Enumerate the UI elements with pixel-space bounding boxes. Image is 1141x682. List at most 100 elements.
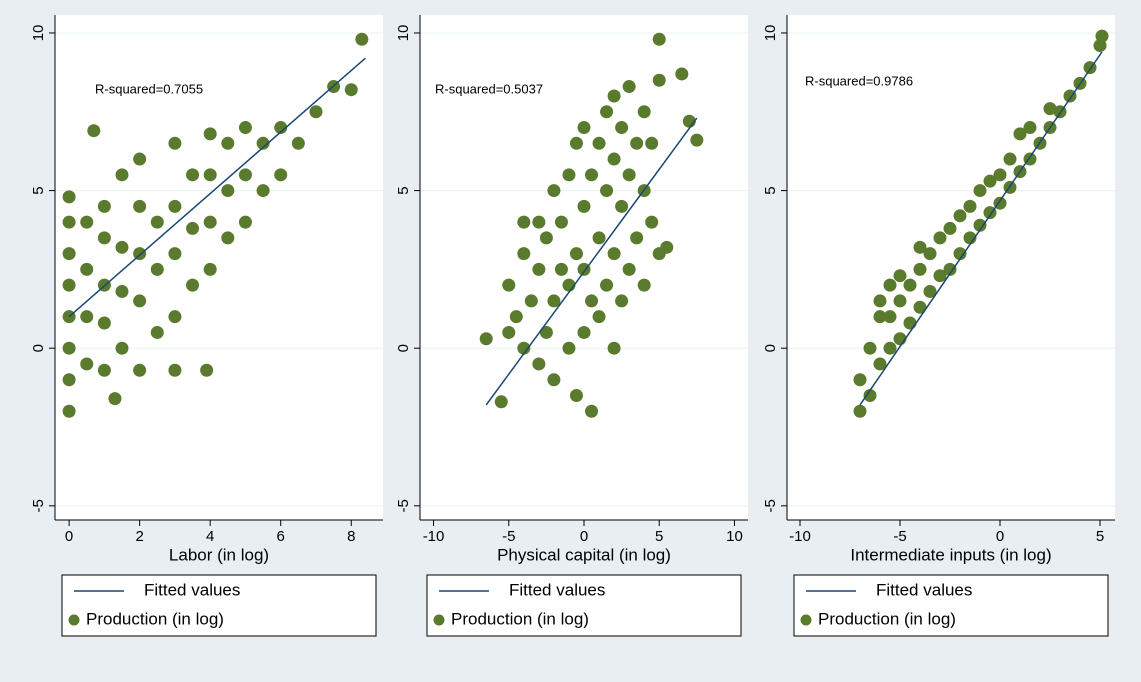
point bbox=[630, 136, 644, 150]
point bbox=[274, 121, 288, 135]
y-tick-label: -5 bbox=[395, 499, 412, 512]
point bbox=[913, 240, 927, 254]
point bbox=[274, 168, 288, 182]
x-axis-label: Physical capital (in log) bbox=[497, 545, 671, 564]
point bbox=[80, 215, 94, 229]
point bbox=[62, 215, 76, 229]
point bbox=[1003, 152, 1017, 166]
point bbox=[517, 247, 531, 261]
fitted-line bbox=[68, 57, 366, 318]
point bbox=[652, 73, 666, 87]
point bbox=[539, 325, 553, 339]
x-tick-label: 10 bbox=[726, 528, 743, 545]
point bbox=[1095, 29, 1109, 43]
point bbox=[853, 373, 867, 387]
point bbox=[517, 215, 531, 229]
point bbox=[532, 215, 546, 229]
point bbox=[1043, 102, 1057, 116]
point bbox=[645, 136, 659, 150]
point bbox=[923, 284, 937, 298]
point bbox=[115, 168, 129, 182]
legend-swatch bbox=[433, 614, 445, 626]
point bbox=[150, 215, 164, 229]
point bbox=[133, 363, 147, 377]
x-axis-label: Intermediate inputs (in log) bbox=[850, 545, 1051, 564]
x-tick-label: 6 bbox=[277, 528, 285, 545]
point bbox=[933, 231, 947, 245]
point bbox=[133, 294, 147, 308]
point bbox=[494, 395, 508, 409]
point bbox=[97, 316, 111, 330]
x-tick-label: -10 bbox=[423, 528, 445, 545]
point bbox=[863, 388, 877, 402]
legend-box bbox=[793, 574, 1109, 637]
point bbox=[893, 269, 907, 283]
point bbox=[186, 221, 200, 235]
point bbox=[532, 357, 546, 371]
y-tick-label: -5 bbox=[762, 499, 779, 512]
point bbox=[913, 300, 927, 314]
point bbox=[479, 332, 493, 346]
point bbox=[97, 199, 111, 213]
point bbox=[600, 105, 614, 119]
point bbox=[953, 209, 967, 223]
point bbox=[168, 363, 182, 377]
point bbox=[873, 310, 887, 324]
point bbox=[600, 184, 614, 198]
point bbox=[607, 89, 621, 103]
point bbox=[168, 136, 182, 150]
point bbox=[554, 262, 568, 276]
point bbox=[690, 133, 704, 147]
point bbox=[585, 294, 599, 308]
legend-label: Fitted values bbox=[509, 580, 605, 599]
point bbox=[660, 240, 674, 254]
x-tick-label: 2 bbox=[135, 528, 143, 545]
point bbox=[547, 294, 561, 308]
y-tick-label: 10 bbox=[395, 25, 412, 42]
point bbox=[577, 325, 591, 339]
point bbox=[615, 199, 629, 213]
point bbox=[509, 310, 523, 324]
x-tick-label: -5 bbox=[502, 528, 515, 545]
fitted-line bbox=[859, 51, 1103, 406]
point bbox=[62, 373, 76, 387]
panel: -5 0 5 10 0 2 4 6 8 Labor (in log) R-squared=0.705… bbox=[30, 15, 383, 637]
point bbox=[62, 341, 76, 355]
point bbox=[963, 199, 977, 213]
point bbox=[221, 184, 235, 198]
point bbox=[238, 121, 252, 135]
point bbox=[80, 310, 94, 324]
point bbox=[203, 215, 217, 229]
point bbox=[983, 174, 997, 188]
point bbox=[675, 67, 689, 81]
point bbox=[943, 221, 957, 235]
annotation: R-squared=0.5037 bbox=[435, 81, 543, 96]
x-tick-label: 5 bbox=[655, 528, 663, 545]
x-axis-label: Labor (in log) bbox=[169, 545, 269, 564]
point bbox=[943, 262, 957, 276]
point bbox=[186, 278, 200, 292]
point bbox=[221, 136, 235, 150]
x-tick-label: -5 bbox=[893, 528, 906, 545]
annotation: R-squared=0.9786 bbox=[805, 73, 913, 88]
x-tick-label: -10 bbox=[789, 528, 811, 545]
point bbox=[1013, 127, 1027, 141]
point bbox=[622, 168, 636, 182]
point bbox=[344, 83, 358, 97]
y-tick-label: 5 bbox=[395, 186, 412, 194]
y-tick-label: 0 bbox=[395, 344, 412, 352]
point bbox=[933, 269, 947, 283]
point bbox=[200, 363, 214, 377]
x-tick-label: 5 bbox=[1096, 528, 1104, 545]
point bbox=[203, 127, 217, 141]
point bbox=[133, 152, 147, 166]
point bbox=[592, 136, 606, 150]
y-tick-label: 10 bbox=[762, 25, 779, 42]
point bbox=[873, 294, 887, 308]
point bbox=[355, 32, 369, 46]
point bbox=[115, 341, 129, 355]
y-tick-label: 0 bbox=[30, 344, 47, 352]
point bbox=[569, 388, 583, 402]
point bbox=[524, 294, 538, 308]
